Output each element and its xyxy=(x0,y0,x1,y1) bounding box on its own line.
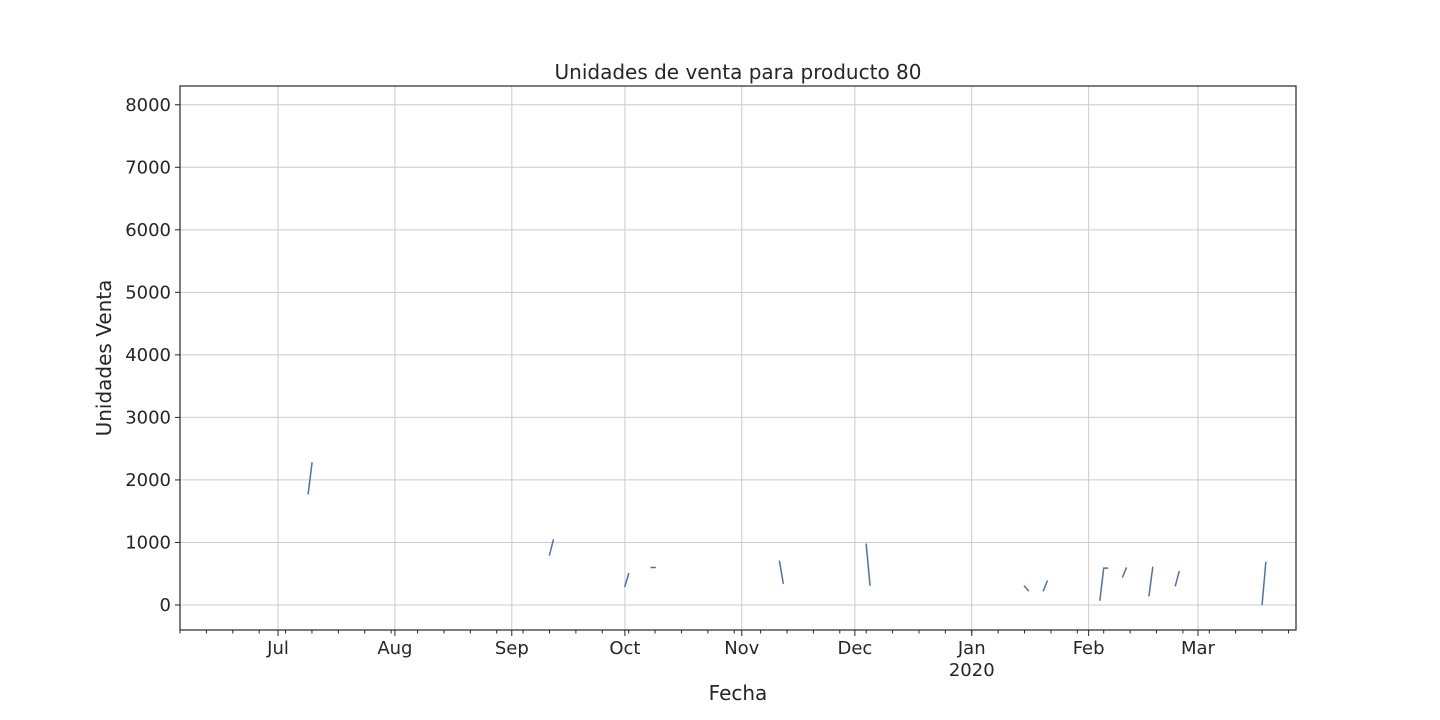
y-axis-tick-labels: 0 1000 2000 3000 4000 5000 6000 7000 8000 xyxy=(125,95,171,616)
series-segment xyxy=(307,462,313,495)
y-tick-label: 6000 xyxy=(125,220,171,241)
series-segment xyxy=(865,543,871,586)
x-tick-label: Sep xyxy=(495,638,529,659)
series-segment xyxy=(1023,585,1030,592)
series-segment xyxy=(1174,570,1181,587)
series-segment xyxy=(1099,567,1109,601)
chart-title: Unidades de venta para producto 80 xyxy=(555,60,922,84)
y-tick-label: 5000 xyxy=(125,282,171,303)
x-tick-label: Oct xyxy=(609,638,640,659)
y-axis-label: Unidades Venta xyxy=(92,280,116,437)
series-segment xyxy=(548,539,555,556)
series-segment xyxy=(1261,561,1267,606)
x-axis-label: Fecha xyxy=(709,681,768,705)
x-tick-label: Feb xyxy=(1073,638,1105,659)
series-segment xyxy=(623,572,630,588)
y-tick-label: 0 xyxy=(160,595,171,616)
y-tick-label: 1000 xyxy=(125,532,171,553)
plot-frame xyxy=(179,85,1297,631)
axis-ticks xyxy=(175,104,1289,636)
x-tick-label: Mar xyxy=(1181,638,1216,659)
series-segment xyxy=(778,560,785,584)
series-segment xyxy=(1042,580,1049,592)
y-tick-label: 8000 xyxy=(125,95,171,116)
x-tick-label: Aug xyxy=(377,638,412,659)
y-tick-label: 2000 xyxy=(125,470,171,491)
x-tick-label: Dec xyxy=(837,638,872,659)
x-tick-label: Jul xyxy=(266,638,289,659)
series-segment xyxy=(1121,567,1128,578)
x-tick-year-label: 2020 xyxy=(949,660,995,681)
x-tick-label: Jan xyxy=(957,638,986,659)
y-tick-label: 3000 xyxy=(125,407,171,428)
y-tick-label: 7000 xyxy=(125,157,171,178)
series-unidades-venta xyxy=(307,462,1267,606)
x-tick-label: Nov xyxy=(724,638,759,659)
grid xyxy=(180,86,1296,630)
y-tick-label: 4000 xyxy=(125,345,171,366)
series-segment xyxy=(1148,566,1154,597)
